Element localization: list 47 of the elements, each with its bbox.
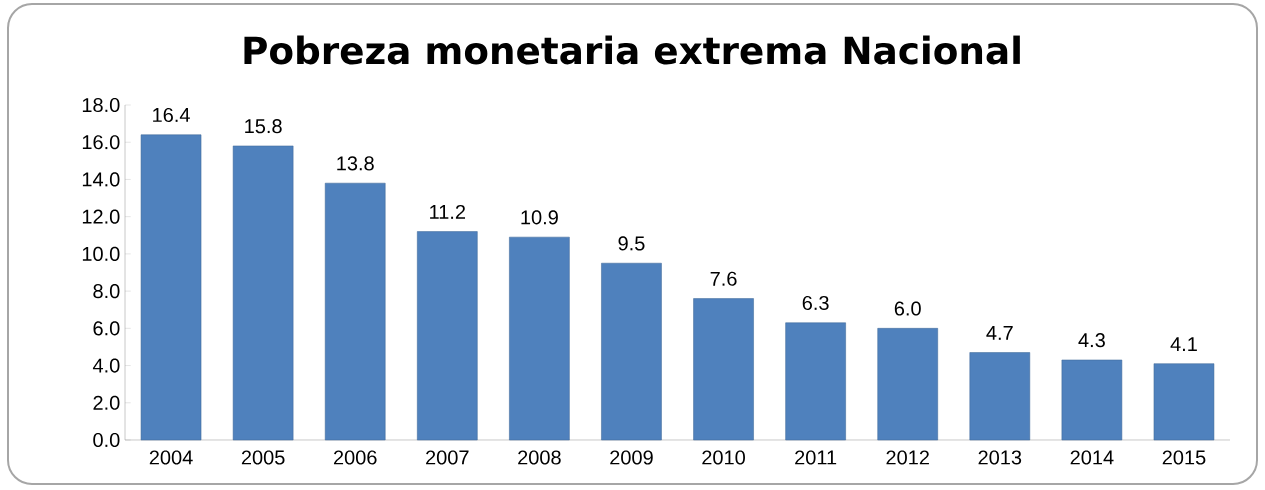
data-label: 15.8 [245,119,282,134]
data-label: 11.2 [430,204,466,219]
bar [140,134,202,441]
bar [324,182,386,441]
x-tick-label: 2011 [795,450,837,465]
bar [509,236,570,441]
x-tick-label: 2014 [1070,450,1114,465]
data-label: 13.8 [337,156,374,171]
bar [601,262,662,441]
y-tick-label: 16.0 [82,135,120,150]
data-label: 7.6 [710,271,737,286]
y-tick-label: 4.0 [92,358,120,373]
y-tick-label: 10.0 [82,246,120,261]
y-tick-label: 18.0 [82,97,120,113]
y-tick-label: 12.0 [82,209,120,224]
data-label: 4.7 [986,326,1013,340]
bar [417,231,478,441]
data-label: 4.3 [1078,333,1105,348]
bar [877,328,938,441]
bar [785,322,846,441]
data-label: 6.3 [802,295,829,311]
bar [693,298,754,441]
x-tick-label: 2007 [426,450,469,465]
data-label: 4.1 [1170,337,1197,351]
y-tick-label: 14.0 [82,172,120,187]
x-tick-label: 2013 [978,450,1022,465]
x-tick-label: 2010 [702,450,745,465]
x-tick-label: 2008 [518,450,561,465]
x-tick-label: 2006 [333,450,377,465]
data-label: 10.9 [521,210,558,225]
x-tick-label: 2005 [241,450,285,465]
y-tick-label: 8.0 [93,284,120,299]
data-label: 9.5 [618,236,645,251]
x-tick-label: 2012 [886,450,929,465]
y-tick-label: 0.0 [93,432,120,448]
y-tick-label: 2.0 [93,395,120,410]
x-tick-label: 2015 [1162,450,1206,465]
y-tick-label: 6.0 [93,321,120,336]
bar [969,352,1031,441]
chart-title: Pobreza monetaria extrema Nacional [244,35,1020,65]
bar [1061,359,1123,441]
x-tick-label: 2009 [610,450,653,465]
bar [1153,363,1215,441]
data-label: 16.4 [153,107,190,123]
data-label: 6.0 [894,301,921,316]
bar [232,145,294,441]
x-tick-label: 2004 [149,450,193,465]
